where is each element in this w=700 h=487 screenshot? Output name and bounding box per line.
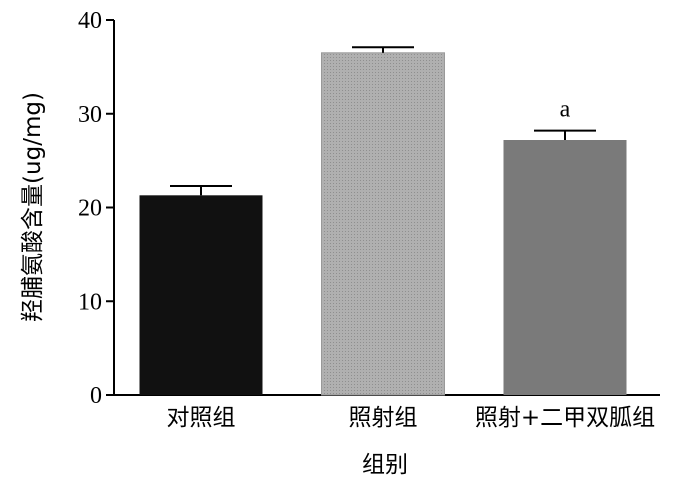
x-axis-title: 组别 — [362, 452, 408, 478]
y-tick-label: 0 — [90, 383, 102, 409]
y-tick-label: 30 — [78, 102, 102, 128]
x-tick-label: 照射组 — [349, 405, 418, 431]
y-tick-label: 10 — [78, 289, 102, 315]
bar-2 — [321, 52, 445, 396]
y-axis-title: 羟脯氨酸含量(ug/mg) — [20, 92, 46, 322]
bar-1 — [139, 195, 263, 395]
y-tick-label: 20 — [78, 196, 102, 222]
x-tick-labels: 对照组 照射组 照射+二甲双胍组 — [167, 405, 656, 431]
x-tick-label: 对照组 — [167, 405, 236, 431]
bar-3 — [503, 140, 627, 395]
significance-label: a — [560, 97, 571, 123]
annotations: a — [560, 97, 571, 123]
error-bars — [170, 46, 596, 196]
y-tick-label: 40 — [78, 8, 102, 34]
x-tick-label: 照射+二甲双胍组 — [475, 405, 655, 431]
bars — [139, 52, 627, 396]
y-ticks: 0 10 20 30 40 — [78, 8, 114, 409]
